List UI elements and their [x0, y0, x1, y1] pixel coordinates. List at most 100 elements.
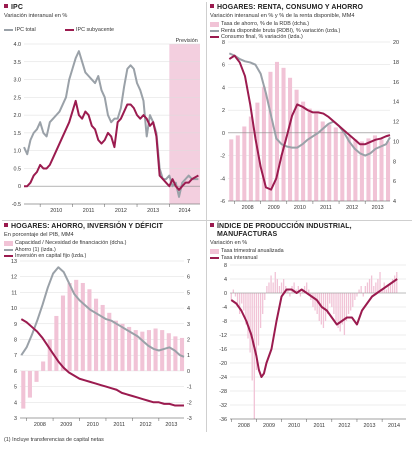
y-tick-label: -12: [219, 333, 227, 339]
y-tick-label: 0.5: [14, 166, 22, 172]
y-tick-label: 0: [18, 184, 21, 190]
bar: [235, 135, 240, 201]
bar: [21, 370, 26, 409]
y-tick-label: 4.0: [14, 42, 22, 48]
y-tick-label: 3: [14, 416, 17, 422]
bar: [335, 293, 337, 321]
legend-bar-pink-icon: [4, 241, 13, 246]
bar: [379, 272, 381, 293]
x-tick-label: 2010: [50, 208, 62, 214]
series-line: [230, 278, 398, 378]
bar: [379, 139, 384, 201]
bar: [268, 71, 273, 201]
bar: [27, 370, 32, 398]
bar: [245, 293, 247, 325]
series-line: [228, 52, 391, 157]
bar: [34, 370, 39, 382]
bar: [253, 293, 255, 419]
title-marker-icon: [210, 223, 214, 227]
chart-title: ÍNDICE DE PRODUCCIÓN INDUSTRIAL,: [217, 223, 352, 230]
panel-hogares-ahorro-title: HOGARES: AHORRO, INVERSIÓN Y DÉFICIT: [4, 223, 204, 231]
bar: [248, 116, 253, 201]
y-tick-label: -4: [222, 305, 227, 311]
x-tick-label: 2013: [165, 422, 177, 428]
bar: [255, 293, 258, 370]
x-tick-label: 2014: [388, 423, 400, 429]
bar: [324, 293, 327, 321]
y-tick-label: 12: [11, 275, 17, 281]
legend-item-inversion: Inversión en capital fijo (izda.): [15, 253, 87, 260]
y-tick-label: 7: [14, 353, 17, 359]
bar: [100, 304, 105, 371]
bar: [60, 295, 66, 371]
bar: [120, 323, 125, 371]
bar: [347, 293, 350, 314]
y2-tick-label: 6: [393, 179, 396, 185]
bar: [352, 293, 354, 307]
y2-tick-label: 18: [393, 60, 399, 66]
x-tick-label: 2011: [320, 205, 332, 211]
legend-line-gray-icon: [4, 248, 13, 251]
bar: [249, 293, 251, 353]
panel-ipc-legend: IPC total IPC subyacente: [4, 27, 204, 34]
y-tick-label: 9: [14, 322, 17, 328]
bar: [318, 293, 320, 321]
x-tick-label: 2012: [140, 422, 152, 428]
chart-ipc: Previsión 4.0 3.5 3.0 2.5 2.0 1.5 1.0 0.5 0 -0.5 20…: [12, 38, 200, 214]
y2-tick-label: 7: [187, 259, 190, 265]
panel-ipc: IPC Variación interanual en % IPC total …: [4, 4, 204, 218]
y-tick-label: 4: [224, 277, 227, 283]
bar: [270, 275, 272, 293]
series-line: [228, 54, 391, 191]
x-tick-label: 2010: [87, 422, 99, 428]
bar: [362, 293, 364, 297]
bar: [329, 293, 331, 304]
chart-title: IPC: [11, 4, 23, 11]
y-tick-label: 6: [222, 63, 225, 69]
bar: [289, 293, 291, 297]
bar: [316, 293, 318, 314]
bar: [67, 282, 72, 371]
bar: [242, 126, 247, 201]
bar: [113, 320, 118, 371]
x-tick-label: 2008: [34, 422, 46, 428]
y2-tick-label: 5: [187, 290, 190, 296]
y2-tick-label: -1: [187, 385, 192, 391]
bar: [266, 286, 268, 293]
bar: [350, 293, 352, 311]
bar: [303, 286, 306, 293]
bar: [360, 286, 362, 293]
x-tick-label: 2010: [288, 423, 300, 429]
series-line: [20, 266, 185, 358]
panel-hogares-renta: HOGARES: RENTA, CONSUMO Y AHORRO Variaci…: [210, 4, 410, 218]
bar: [259, 293, 262, 328]
panel-ipc-subtitle: Variación interanual en %: [4, 13, 68, 19]
y-tick-label: 4: [222, 85, 225, 91]
y2-tick-label: 6: [187, 275, 190, 281]
legend-item-tasa-ahorro: Tasa de ahorro, % de la RDB (dcha.): [221, 21, 310, 27]
y-tick-label: 3.5: [14, 60, 22, 66]
legend-item-ahorro: Ahorro (1) (izda.): [15, 246, 56, 253]
y-tick-label: -24: [219, 375, 227, 381]
bar: [241, 293, 243, 304]
bar: [345, 293, 348, 321]
bar: [381, 289, 383, 293]
panel-ipc-title: IPC: [4, 4, 204, 12]
bar: [343, 293, 346, 335]
bar: [74, 279, 79, 371]
bar: [375, 282, 377, 293]
y2-tick-label: 16: [393, 80, 399, 86]
bar: [370, 275, 373, 293]
bar: [238, 293, 241, 314]
bar: [107, 312, 112, 371]
panel-hogares-ahorro-legend: Capacidad / Necesidad de financiación (d…: [4, 240, 204, 260]
legend-item-ipc-total: IPC total: [15, 27, 36, 33]
chart-title-line-2: MANUFACTURAS: [217, 231, 278, 238]
bar: [47, 339, 52, 371]
bar: [278, 286, 281, 293]
panel-produccion-subtitle: Variación en %: [210, 240, 248, 246]
bar: [247, 293, 249, 339]
bar: [280, 282, 283, 293]
